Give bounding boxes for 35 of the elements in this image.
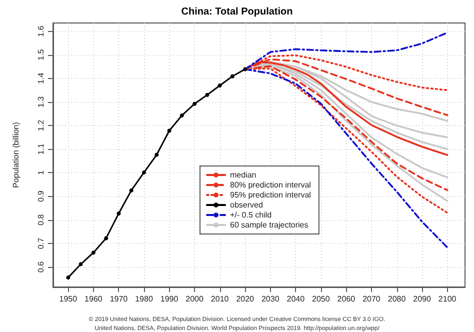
y-tick-label: 1 bbox=[36, 170, 46, 175]
y-tick-label: 1.5 bbox=[36, 48, 46, 60]
x-tick-label: 2060 bbox=[337, 294, 356, 304]
y-tick-label: 0.6 bbox=[36, 260, 46, 273]
x-tick-label: 1970 bbox=[110, 294, 128, 304]
y-tick-label: 1.1 bbox=[36, 143, 46, 155]
x-tick-label: 2090 bbox=[413, 294, 432, 304]
x-tick-label: 2100 bbox=[438, 294, 457, 304]
x-tick-label: 1960 bbox=[84, 294, 103, 304]
y-tick-label: 1.2 bbox=[36, 119, 46, 132]
x-tick-label: 2000 bbox=[186, 294, 204, 304]
legend-label: median bbox=[230, 170, 256, 180]
y-tick-label: 0.9 bbox=[36, 190, 46, 202]
x-tick-label: 2020 bbox=[236, 294, 255, 304]
y-tick-label: 0.8 bbox=[36, 214, 46, 226]
x-tick-label: 2070 bbox=[362, 294, 381, 304]
legend-label: observed bbox=[230, 200, 263, 210]
x-tick-label: 2040 bbox=[286, 294, 306, 304]
y-axis-title: Population (billion) bbox=[12, 122, 20, 188]
legend-label: 60 sample trajectories bbox=[230, 220, 308, 230]
y-tick-label: 1.3 bbox=[36, 96, 46, 108]
legend-label: 80% prediction interval bbox=[230, 180, 312, 190]
x-tick-label: 2050 bbox=[312, 294, 330, 304]
y-tick-label: 1.6 bbox=[36, 25, 46, 37]
x-tick-label: 2010 bbox=[210, 294, 230, 304]
x-tick-label: 1950 bbox=[59, 294, 78, 304]
legend-label: +/- 0.5 child bbox=[230, 210, 272, 220]
x-tick-label: 1990 bbox=[160, 294, 179, 304]
x-tick-label: 2080 bbox=[388, 294, 406, 304]
y-tick-label: 1.4 bbox=[36, 72, 46, 84]
legend-label: 95% prediction interval bbox=[230, 190, 312, 200]
x-tick-label: 2030 bbox=[261, 294, 280, 304]
x-tick-label: 1980 bbox=[135, 294, 154, 304]
chart-title: China: Total Population bbox=[181, 6, 293, 18]
y-tick-label: 0.7 bbox=[36, 237, 46, 249]
